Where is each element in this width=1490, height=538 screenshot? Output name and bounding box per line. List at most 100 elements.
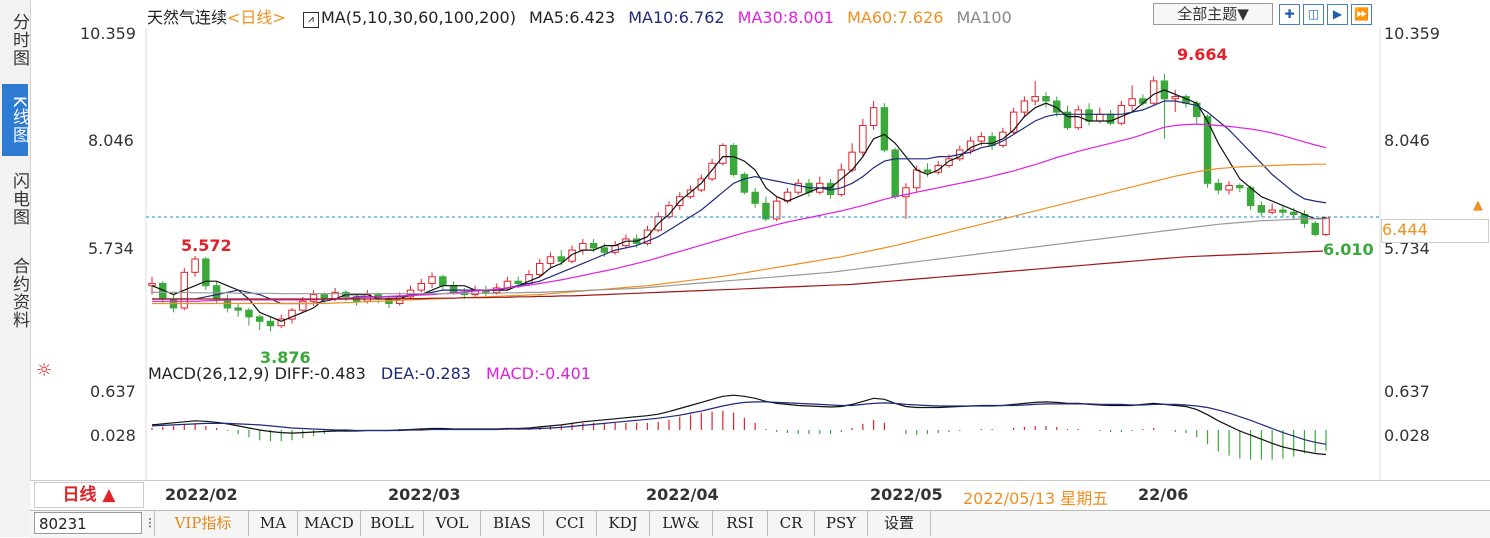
candle <box>740 172 749 195</box>
candle <box>1279 205 1287 217</box>
price-tick-right-mid: 8.046 <box>1384 131 1430 150</box>
candle <box>202 256 210 291</box>
candle <box>1257 201 1266 217</box>
current-price-tag: 6.444 <box>1381 219 1489 243</box>
price-tick-right-top: 10.359 <box>1384 24 1440 43</box>
candle <box>880 103 889 153</box>
early-high-label: 5.572 <box>181 236 232 255</box>
candle <box>988 132 996 150</box>
tab-bias[interactable]: BIAS <box>481 511 544 536</box>
recent-low-label: 6.010 <box>1323 240 1374 259</box>
ma-line-ma5 <box>151 89 1327 322</box>
candle <box>966 136 975 155</box>
price-tick-left-mid: 8.046 <box>88 131 134 150</box>
tab-rsi[interactable]: RSI <box>713 511 768 536</box>
macd-legend: MACD(26,12,9) DIFF:-0.483 DEA:-0.283 MAC… <box>148 364 601 383</box>
candle <box>148 276 156 295</box>
date-label-mar: 2022/03 <box>388 485 461 504</box>
candle <box>1203 114 1212 188</box>
tab-kdj[interactable]: KDJ <box>597 511 650 536</box>
period-selector[interactable]: 日线 ▲ <box>34 482 144 508</box>
candle <box>191 255 199 277</box>
ma-params: MA(5,10,30,60,100,200) <box>320 8 516 27</box>
date-label-jun: 22/06 <box>1138 485 1189 504</box>
tab-cr[interactable]: CR <box>768 511 815 536</box>
tab-settings[interactable]: 设置 <box>868 511 931 536</box>
candle <box>579 238 587 255</box>
contract-code-input[interactable]: 80231 <box>34 512 142 534</box>
candle <box>956 145 964 162</box>
ma-line-ma100 <box>152 218 1326 295</box>
indicator-tab-bar <box>30 510 1490 538</box>
tab-vol[interactable]: VOL <box>424 511 481 536</box>
candle <box>794 178 802 195</box>
candle <box>1268 203 1276 215</box>
tab-kline[interactable]: K线图 <box>2 84 29 156</box>
period-label[interactable]: <日线> <box>227 8 286 27</box>
candle <box>417 279 425 293</box>
candle <box>816 176 824 195</box>
candle <box>826 178 835 199</box>
cursor-date-label: 2022/05/13 星期五 <box>963 485 1109 509</box>
tab-intraday[interactable]: 分时图 <box>9 13 29 67</box>
ma30-value: MA30:8.001 <box>737 8 834 27</box>
candle <box>902 183 910 219</box>
price-marker-icon[interactable]: ▲ <box>1473 198 1483 213</box>
layout-split-icon[interactable]: ◫ <box>1303 4 1324 25</box>
macd-tick-left-top: 0.637 <box>90 382 136 401</box>
side-tab-bar: 分时图 K线图 闪电图 合约资料 <box>0 0 31 537</box>
candle <box>1074 105 1083 130</box>
macd-tick-right-mid: 0.028 <box>1384 426 1430 445</box>
candle <box>729 143 738 177</box>
candle <box>1128 85 1136 113</box>
play-icon[interactable]: ▶ <box>1327 4 1348 25</box>
high-price-label: 9.664 <box>1177 45 1228 64</box>
candle <box>288 307 296 324</box>
instrument-name: 天然气连续 <box>147 8 228 27</box>
macd-tick-right-top: 0.637 <box>1384 382 1430 401</box>
candle <box>546 252 555 268</box>
date-label-may: 2022/05 <box>870 485 943 504</box>
tab-lw[interactable]: LW& <box>650 511 713 536</box>
tab-tick-chart[interactable]: 闪电图 <box>9 172 29 226</box>
candle <box>1236 183 1244 193</box>
candle <box>234 303 242 317</box>
date-axis <box>30 480 1490 509</box>
tab-scroll-handle[interactable]: ⁝ <box>146 511 155 536</box>
tab-boll[interactable]: BOLL <box>361 511 424 536</box>
date-label-apr: 2022/04 <box>646 485 719 504</box>
tab-vip-indicators[interactable]: VIP指标 <box>158 511 249 536</box>
crosshair-icon[interactable]: ✚ <box>1279 4 1300 25</box>
candle <box>869 100 878 130</box>
tab-macd[interactable]: MACD <box>298 511 361 536</box>
candle <box>406 285 415 300</box>
date-label-feb: 2022/02 <box>165 485 238 504</box>
tab-cci[interactable]: CCI <box>544 511 597 536</box>
indicator-settings-icon[interactable]: ☼ <box>36 360 53 381</box>
ma-settings-icon[interactable]: ⩘ <box>302 12 319 28</box>
price-chart[interactable] <box>0 0 1490 480</box>
candle <box>1020 96 1029 117</box>
candle <box>1031 80 1039 106</box>
ma60-value: MA60:7.626 <box>847 8 944 27</box>
candle <box>428 272 436 288</box>
candle <box>751 187 759 208</box>
macd-params: MACD(26,12,9) <box>148 364 270 383</box>
price-tick-left-low: 5.734 <box>88 239 134 258</box>
candle <box>1322 216 1330 237</box>
price-tick-right-low: 5.734 <box>1384 239 1430 258</box>
candle <box>439 274 447 291</box>
candle <box>934 161 942 175</box>
tab-psy[interactable]: PSY <box>815 511 868 536</box>
candle <box>1117 100 1126 126</box>
theme-dropdown[interactable]: 全部主题▼ <box>1153 3 1273 25</box>
tab-ma[interactable]: MA <box>249 511 298 536</box>
candle <box>1160 73 1169 139</box>
ma-line-ma30 <box>152 123 1327 302</box>
fast-forward-icon[interactable]: ⏩ <box>1351 4 1372 25</box>
ma10-value: MA10:6.762 <box>628 8 725 27</box>
candle <box>245 307 253 326</box>
candle <box>255 314 264 331</box>
tab-contract-info[interactable]: 合约资料 <box>9 257 29 329</box>
candle <box>611 241 619 255</box>
